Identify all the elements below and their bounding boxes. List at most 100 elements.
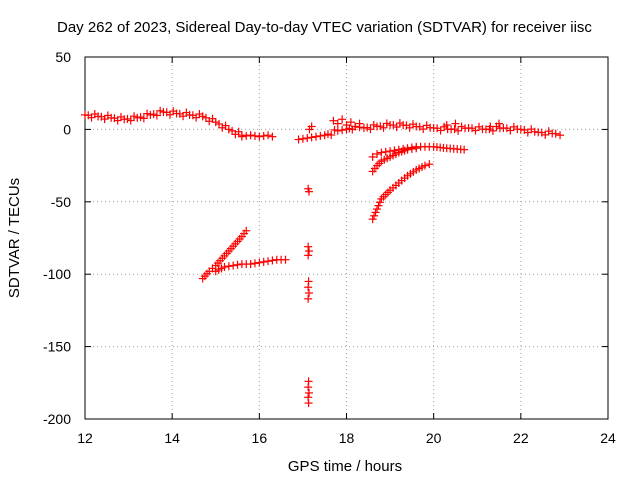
- data-point-band-upper-right: [506, 126, 515, 135]
- data-point-flat-segment-16h: [224, 262, 233, 271]
- data-point-band-upper-left: [149, 110, 158, 119]
- x-tick-label: 12: [77, 430, 93, 446]
- data-point-band-upper-right: [307, 133, 316, 142]
- data-point-arc-mid-19h: [377, 148, 386, 157]
- data-point-rising-arc-19h: [368, 215, 377, 224]
- data-point-band-upper-right: [450, 125, 459, 134]
- y-tick-labels: -200 -150 -100 -50 0 50: [43, 49, 71, 427]
- data-point-band-upper-right: [395, 119, 404, 128]
- data-point-band-upper-left: [221, 121, 230, 130]
- data-point-band-upper-left: [87, 113, 96, 122]
- data-point-band-upper-left: [165, 110, 174, 119]
- data-point-band-upper-left: [211, 118, 220, 127]
- data-point-arc-low-19h: [407, 144, 416, 153]
- data-point-band-16h: [259, 131, 268, 140]
- data-point-rising-segment-15h: [242, 226, 251, 235]
- data-point-band-upper-left: [156, 106, 165, 115]
- data-point-band-upper-right: [405, 123, 414, 132]
- data-point-band-upper-left: [198, 112, 207, 121]
- data-point-vertical-cluster-17h: [304, 283, 313, 292]
- data-point-upper-bursts: [307, 122, 316, 131]
- data-point-upper-bursts: [486, 122, 495, 131]
- data-point-band-16h: [255, 132, 264, 141]
- data-point-upper-bursts: [333, 119, 342, 128]
- data-point-arc-mid-19h: [390, 146, 399, 155]
- data-point-rising-arc-19h: [373, 205, 382, 214]
- data-point-band-upper-right: [556, 131, 565, 140]
- data-point-vertical-cluster-17h: [304, 399, 313, 408]
- data-point-vertical-cluster-17h: [304, 251, 313, 260]
- data-point-band-upper-left: [234, 127, 243, 136]
- data-point-rising-arc-19h: [371, 208, 380, 217]
- data-point-arc-mid-19h: [460, 145, 469, 154]
- data-point-band-upper-right: [298, 134, 307, 143]
- data-point-band-upper-right: [294, 135, 303, 144]
- x-tick-labels: 12 14 16 18 20 22 24: [77, 430, 616, 446]
- data-point-vertical-cluster-17h: [304, 294, 313, 303]
- data-point-flat-segment-16h: [246, 260, 255, 269]
- data-point-upper-bursts: [442, 121, 451, 130]
- data-point-band-upper-right: [366, 125, 375, 134]
- data-point-band-upper-left: [201, 113, 210, 122]
- y-tick-label: -150: [43, 339, 71, 355]
- data-point-upper-bursts: [355, 119, 364, 128]
- data-point-upper-bursts: [351, 122, 360, 131]
- data-point-band-upper-left: [224, 125, 233, 134]
- data-point-arc-low-19h: [412, 144, 421, 153]
- data-point-arc-mid-19h: [368, 152, 377, 161]
- data-point-band-upper-right: [471, 126, 480, 135]
- data-point-rising-arc-19h: [370, 211, 379, 220]
- data-point-upper-bursts: [342, 121, 351, 130]
- data-point-band-16h: [268, 132, 277, 141]
- data-point-rising-arc-19h: [420, 161, 429, 170]
- data-point-band-16h: [246, 131, 255, 140]
- y-tick-label: -50: [51, 194, 71, 210]
- data-point-band-upper-right: [454, 126, 463, 135]
- data-point-rising-arc-19h: [375, 198, 384, 207]
- data-point-upper-bursts: [346, 118, 355, 127]
- data-point-flat-segment-16h: [229, 261, 238, 270]
- data-point-flat-segment-16h: [255, 258, 264, 267]
- y-axis-title: SDTVAR / TECUs: [6, 178, 23, 298]
- data-point-vertical-cluster-17h: [305, 187, 314, 196]
- data-point-flat-segment-16h: [250, 259, 259, 268]
- data-point-vertical-cluster-17h: [304, 242, 313, 251]
- x-tick-label: 16: [252, 430, 268, 446]
- data-point-vertical-cluster-17h: [305, 388, 314, 397]
- data-point-upper-bursts: [495, 119, 504, 128]
- data-point-upper-bursts: [338, 115, 347, 124]
- data-point-band-upper-right: [376, 122, 385, 131]
- data-point-flat-segment-16h: [264, 257, 273, 266]
- data-point-band-upper-right: [303, 134, 312, 143]
- data-point-band-upper-left: [152, 111, 161, 120]
- data-point-vertical-cluster-17h: [305, 247, 314, 256]
- data-point-band-upper-right: [457, 122, 466, 131]
- data-point-rising-arc-19h: [425, 160, 434, 169]
- data-point-band-upper-right: [333, 126, 342, 135]
- data-point-band-upper-right: [311, 132, 320, 141]
- data-point-flat-segment-16h: [220, 262, 229, 271]
- data-point-arc-mid-19h: [373, 150, 382, 159]
- data-point-flat-segment-16h: [233, 260, 242, 269]
- data-point-band-16h: [264, 131, 273, 140]
- data-point-band-upper-right: [323, 130, 332, 139]
- data-point-band-16h: [242, 131, 251, 140]
- data-point-band-upper-left: [113, 116, 122, 125]
- y-tick-label: 0: [63, 121, 71, 137]
- y-tick-label: -200: [43, 411, 71, 427]
- data-point-band-upper-right: [389, 121, 398, 130]
- grid-lines: [85, 57, 608, 419]
- data-point-rising-arc-19h: [374, 201, 383, 210]
- data-point-band-upper-right: [369, 120, 378, 129]
- data-point-band-upper-left: [179, 112, 188, 121]
- x-tick-label: 24: [600, 430, 616, 446]
- data-point-band-upper-left: [123, 114, 132, 123]
- data-point-band-upper-right: [338, 126, 347, 135]
- y-tick-label: -100: [43, 266, 71, 282]
- data-point-vertical-cluster-17h: [305, 289, 314, 298]
- data-points: [81, 106, 565, 408]
- data-point-band-16h: [250, 131, 259, 140]
- data-point-band-upper-right: [327, 131, 336, 140]
